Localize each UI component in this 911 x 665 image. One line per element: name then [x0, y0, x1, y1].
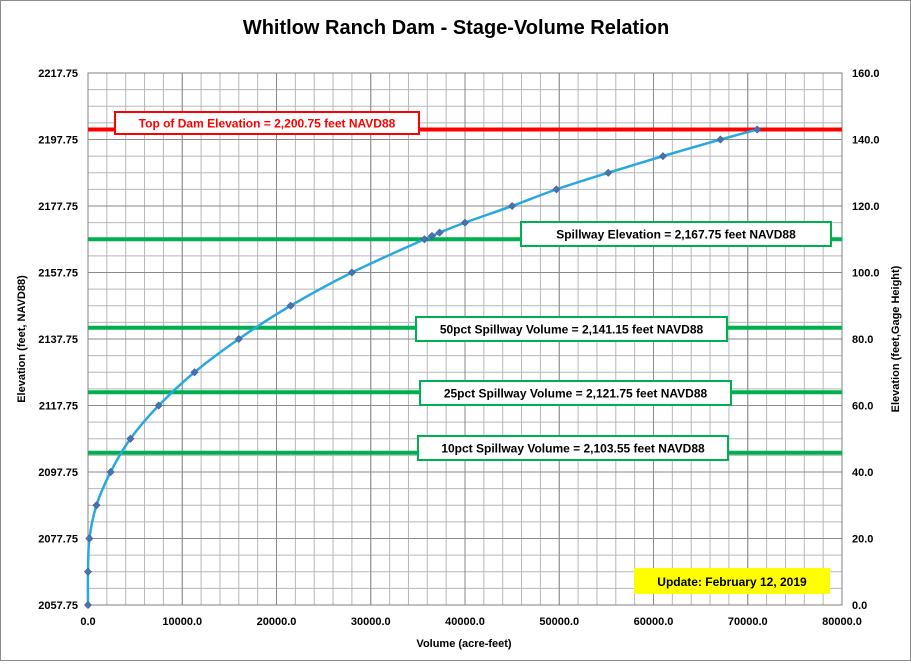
x-tick-label: 80000.0	[822, 616, 862, 628]
data-point-marker	[716, 135, 725, 144]
y-tick-label-right: 20.0	[852, 534, 873, 546]
x-tick-label: 60000.0	[634, 616, 674, 628]
reference-labels: Top of Dam Elevation = 2,200.75 feet NAV…	[114, 111, 832, 461]
data-point-marker	[83, 567, 93, 576]
y-tick-label-left: 2197.75	[38, 135, 78, 147]
reference-label-text: 10pct Spillway Volume = 2,103.55 feet NA…	[441, 442, 705, 456]
data-point-marker	[420, 235, 429, 244]
y-tick-label-left: 2077.75	[38, 534, 78, 546]
reference-label-text: 50pct Spillway Volume = 2,141.15 feet NA…	[440, 323, 704, 337]
y-tick-label-right: 140.0	[852, 135, 880, 147]
data-point-marker	[106, 467, 115, 477]
y-tick-label-right: 120.0	[852, 201, 880, 213]
update-annotation-box	[634, 568, 830, 594]
update-annotation: Update: February 12, 2019	[634, 568, 830, 594]
data-point-marker	[85, 534, 94, 543]
chart-title: Whitlow Ranch Dam - Stage-Volume Relatio…	[243, 17, 669, 39]
x-tick-label: 0.0	[80, 616, 95, 628]
y-tick-label-left: 2097.75	[38, 467, 78, 479]
axes: 0.0 10000.0 20000.0 30000.0 40000.0 50000.0 60…	[38, 68, 879, 628]
x-tick-label: 30000.0	[351, 616, 391, 628]
x-tick-label: 20000.0	[257, 616, 297, 628]
data-point-marker	[460, 218, 470, 227]
data-point-marker	[658, 152, 667, 161]
reference-label-text: Top of Dam Elevation = 2,200.75 feet NAV…	[139, 117, 396, 131]
x-tick-label: 40000.0	[445, 616, 485, 628]
y-tick-label-left: 2157.75	[38, 268, 78, 280]
y-tick-label-left: 2177.75	[38, 201, 78, 213]
reference-label-box	[520, 221, 832, 247]
reference-label-box	[419, 380, 732, 406]
data-point-marker	[427, 231, 437, 240]
data-point-marker	[83, 600, 93, 610]
data-point-marker	[753, 125, 762, 134]
update-annotation-text: Update: February 12, 2019	[657, 575, 807, 589]
y-tick-label-left: 2137.75	[38, 334, 78, 346]
reference-label-box	[415, 316, 728, 342]
data-point-marker	[92, 501, 101, 510]
x-axis-label: Volume (acre-feet)	[416, 638, 511, 650]
data-point-marker	[190, 368, 199, 377]
y-tick-label-right: 160.0	[852, 68, 880, 80]
data-point-marker	[604, 168, 613, 177]
y-tick-label-left: 2217.75	[38, 68, 78, 80]
y-tick-label-right: 80.0	[852, 334, 873, 346]
plot-area-border	[87, 72, 843, 606]
reference-label-text: Spillway Elevation = 2,167.75 feet NAVD8…	[556, 228, 796, 242]
x-tick-label: 10000.0	[162, 616, 202, 628]
data-point-marker	[234, 334, 243, 344]
data-point-marker	[126, 434, 135, 443]
y-tick-label-right: 100.0	[852, 268, 880, 280]
y-tick-label-right: 0.0	[852, 600, 867, 612]
data-point-marker	[508, 201, 517, 211]
y-tick-label-right: 40.0	[852, 467, 873, 479]
x-tick-label: 50000.0	[539, 616, 579, 628]
reference-label-box	[417, 435, 729, 461]
y-tick-label-left: 2117.75	[39, 401, 78, 413]
reference-label-text: 25pct Spillway Volume = 2,121.75 feet NA…	[444, 387, 708, 401]
reference-label-box	[114, 111, 420, 135]
x-tick-label: 70000.0	[728, 616, 768, 628]
y-axis-label-right: Elevation (feet,Gage Height)	[890, 265, 902, 412]
data-point-marker	[286, 301, 295, 310]
y-axis-label-left: Elevation (feet, NAVD88)	[16, 275, 28, 403]
data-point-marker	[435, 228, 444, 237]
stage-volume-curve	[86, 128, 758, 606]
y-tick-label-right: 60.0	[852, 401, 873, 413]
data-point-marker	[552, 185, 561, 194]
series	[83, 125, 762, 610]
y-tick-label-left: 2057.75	[38, 600, 78, 612]
data-point-marker	[347, 268, 356, 277]
data-point-marker	[154, 401, 163, 410]
